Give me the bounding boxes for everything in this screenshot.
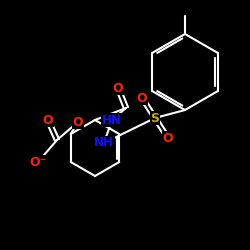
- Text: O: O: [73, 116, 83, 128]
- Text: S: S: [150, 112, 160, 124]
- Text: NH: NH: [94, 136, 114, 149]
- Text: O⁻: O⁻: [30, 156, 46, 168]
- Text: O: O: [163, 132, 173, 144]
- Text: O: O: [113, 82, 123, 94]
- Text: HN: HN: [102, 114, 122, 126]
- Text: O: O: [43, 114, 53, 126]
- Text: O: O: [137, 92, 147, 104]
